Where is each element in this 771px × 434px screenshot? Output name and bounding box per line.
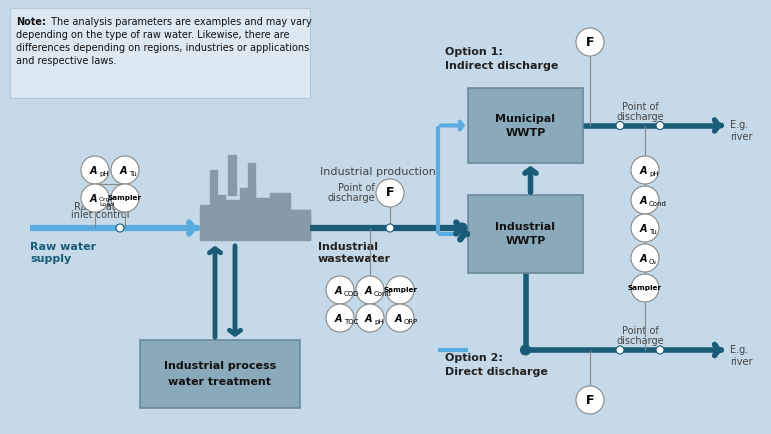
Text: A: A xyxy=(639,166,647,176)
Text: Point of: Point of xyxy=(621,102,658,112)
Text: Cond: Cond xyxy=(374,291,392,297)
Polygon shape xyxy=(200,210,310,240)
Text: pH: pH xyxy=(374,319,384,325)
Text: Option 1:: Option 1: xyxy=(445,47,503,57)
Text: A: A xyxy=(335,314,342,324)
Text: F: F xyxy=(586,36,594,49)
Text: Load: Load xyxy=(99,201,114,207)
Text: Industrial production: Industrial production xyxy=(320,167,436,177)
Circle shape xyxy=(81,156,109,184)
Text: Industrial: Industrial xyxy=(318,242,378,252)
Circle shape xyxy=(576,28,604,56)
Text: Note:: Note: xyxy=(16,17,46,27)
Text: discharge: discharge xyxy=(616,112,664,122)
Text: E.g.: E.g. xyxy=(730,121,748,131)
Text: A: A xyxy=(364,286,372,296)
Text: differences depending on regions, industries or applications: differences depending on regions, indust… xyxy=(16,43,309,53)
Text: Sampler: Sampler xyxy=(628,285,662,291)
Circle shape xyxy=(631,214,659,242)
Text: A: A xyxy=(364,314,372,324)
Text: A: A xyxy=(394,314,402,324)
Text: river: river xyxy=(730,357,752,367)
Circle shape xyxy=(631,244,659,272)
Text: Industrial: Industrial xyxy=(496,222,555,232)
Text: discharge: discharge xyxy=(616,336,664,346)
Circle shape xyxy=(576,386,604,414)
Text: Direct discharge: Direct discharge xyxy=(445,367,548,377)
Text: WWTP: WWTP xyxy=(505,128,546,138)
Text: water treatment: water treatment xyxy=(169,377,271,387)
Text: inlet control: inlet control xyxy=(71,210,130,220)
Circle shape xyxy=(631,274,659,302)
Text: The analysis parameters are examples and may vary: The analysis parameters are examples and… xyxy=(48,17,311,27)
Text: A: A xyxy=(89,166,96,176)
Polygon shape xyxy=(228,155,236,195)
Text: A: A xyxy=(639,196,647,206)
Circle shape xyxy=(386,224,394,232)
Text: F: F xyxy=(386,187,394,200)
Circle shape xyxy=(111,184,139,212)
Text: wastewater: wastewater xyxy=(318,254,391,264)
Text: pH: pH xyxy=(99,171,109,177)
Text: river: river xyxy=(730,132,752,142)
Text: ORP: ORP xyxy=(404,319,418,325)
Circle shape xyxy=(356,304,384,332)
FancyBboxPatch shape xyxy=(468,195,583,273)
Circle shape xyxy=(81,184,109,212)
Text: Point of: Point of xyxy=(338,183,375,193)
Circle shape xyxy=(386,304,414,332)
Text: Sampler: Sampler xyxy=(383,287,417,293)
Text: Indirect discharge: Indirect discharge xyxy=(445,61,558,71)
Text: Municipal: Municipal xyxy=(496,114,555,124)
Text: Option 2:: Option 2: xyxy=(445,353,503,363)
Circle shape xyxy=(326,304,354,332)
Text: Point of: Point of xyxy=(621,326,658,336)
Text: discharge: discharge xyxy=(328,193,375,203)
Text: O₂: O₂ xyxy=(649,259,657,265)
Text: E.g.: E.g. xyxy=(730,345,748,355)
Text: pH: pH xyxy=(649,171,658,177)
Text: Raw water: Raw water xyxy=(30,242,96,252)
Text: Cond: Cond xyxy=(649,201,667,207)
Circle shape xyxy=(457,223,467,233)
Polygon shape xyxy=(248,163,255,195)
Text: TOC: TOC xyxy=(344,319,359,325)
Text: Industrial process: Industrial process xyxy=(164,361,276,371)
Text: Sampler: Sampler xyxy=(108,195,142,201)
Text: Tu: Tu xyxy=(129,171,136,177)
Text: depending on the type of raw water. Likewise, there are: depending on the type of raw water. Like… xyxy=(16,30,289,40)
Text: F: F xyxy=(586,394,594,407)
Circle shape xyxy=(356,276,384,304)
Text: supply: supply xyxy=(30,254,71,264)
Text: WWTP: WWTP xyxy=(505,236,546,246)
Circle shape xyxy=(520,345,530,355)
Circle shape xyxy=(376,179,404,207)
Polygon shape xyxy=(200,188,310,240)
Text: Org.: Org. xyxy=(99,197,113,201)
Circle shape xyxy=(386,276,414,304)
Text: Tu: Tu xyxy=(649,229,657,235)
Circle shape xyxy=(616,346,624,354)
FancyBboxPatch shape xyxy=(10,8,310,98)
Text: COD: COD xyxy=(344,291,359,297)
Text: A: A xyxy=(120,166,126,176)
Circle shape xyxy=(656,346,664,354)
Circle shape xyxy=(631,186,659,214)
Circle shape xyxy=(116,224,124,232)
Text: A: A xyxy=(335,286,342,296)
Text: and respective laws.: and respective laws. xyxy=(16,56,116,66)
Circle shape xyxy=(631,156,659,184)
Text: A: A xyxy=(89,194,96,204)
Circle shape xyxy=(656,122,664,129)
Circle shape xyxy=(111,156,139,184)
Circle shape xyxy=(616,122,624,129)
Circle shape xyxy=(326,276,354,304)
Text: A: A xyxy=(639,254,647,264)
Text: Raw water: Raw water xyxy=(74,202,126,212)
Polygon shape xyxy=(210,170,217,205)
Text: A: A xyxy=(639,224,647,234)
FancyBboxPatch shape xyxy=(468,88,583,163)
FancyBboxPatch shape xyxy=(140,340,300,408)
